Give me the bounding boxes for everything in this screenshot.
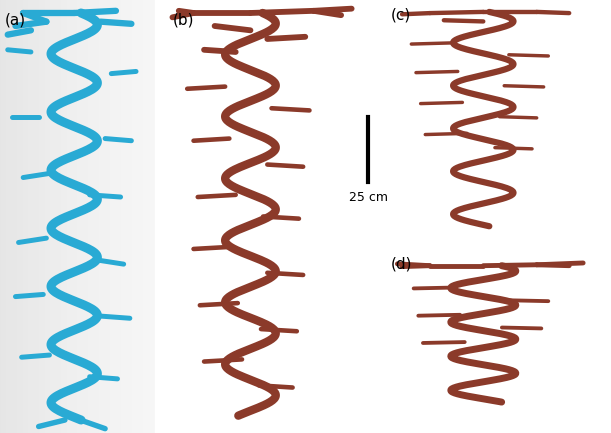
Text: (d): (d): [390, 257, 412, 271]
Text: (b): (b): [172, 13, 194, 28]
Text: (c): (c): [390, 7, 411, 22]
Text: (a): (a): [5, 13, 26, 28]
Text: 25 cm: 25 cm: [349, 191, 387, 204]
